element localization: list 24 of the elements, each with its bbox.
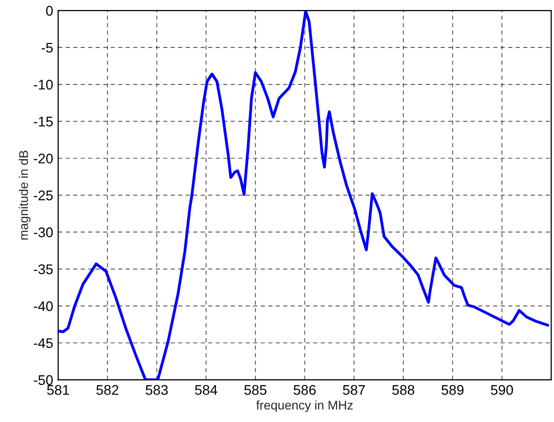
- x-axis-title: frequency in MHz: [256, 400, 353, 412]
- x-tick-label: 581: [47, 385, 70, 395]
- y-tick-label: -10: [34, 80, 53, 90]
- y-axis-title: magnitude in dB: [18, 150, 30, 240]
- y-tick-label: -45: [34, 338, 53, 348]
- y-tick-label: -25: [34, 190, 53, 200]
- x-tick-label: 585: [244, 385, 266, 395]
- y-tick-label: -5: [42, 42, 53, 53]
- x-tick-label: 582: [96, 385, 118, 395]
- y-tick-label: -40: [34, 301, 53, 312]
- y-tick-label: 0: [46, 6, 53, 16]
- y-tick-label: -50: [34, 375, 53, 385]
- y-tick-label: -15: [34, 116, 53, 126]
- y-tick-label: -35: [34, 264, 53, 274]
- y-tick-label: -30: [34, 227, 53, 238]
- x-tick-label: 586: [294, 385, 316, 395]
- x-tick-label: 590: [490, 385, 513, 395]
- x-tick-label: 587: [342, 385, 365, 395]
- x-tick-label: 588: [392, 385, 414, 395]
- y-tick-label: -20: [34, 154, 53, 164]
- x-tick-label: 583: [146, 385, 168, 395]
- x-tick-label: 584: [195, 385, 218, 395]
- line-series: [58, 10, 550, 380]
- x-tick-label: 589: [442, 385, 464, 395]
